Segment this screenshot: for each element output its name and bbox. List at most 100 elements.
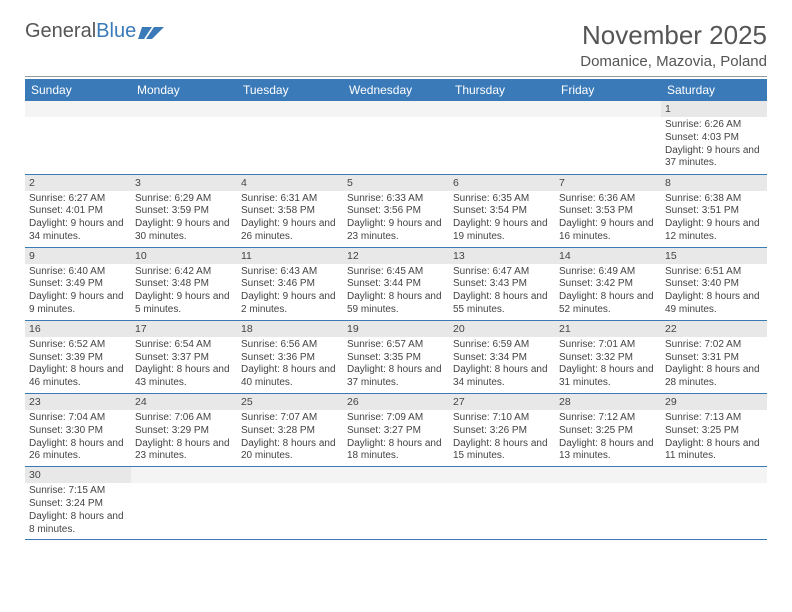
day-number: 16 — [25, 321, 131, 337]
calendar-day-cell: 22Sunrise: 7:02 AMSunset: 3:31 PMDayligh… — [661, 320, 767, 393]
calendar-row: 9Sunrise: 6:40 AMSunset: 3:49 PMDaylight… — [25, 247, 767, 320]
day-number: 21 — [555, 321, 661, 337]
day-number: 20 — [449, 321, 555, 337]
day-number: 15 — [661, 248, 767, 264]
day-number: 4 — [237, 175, 343, 191]
calendar-day-cell: 7Sunrise: 6:36 AMSunset: 3:53 PMDaylight… — [555, 174, 661, 247]
calendar-empty-cell — [237, 467, 343, 540]
day-body: Sunrise: 7:06 AMSunset: 3:29 PMDaylight:… — [131, 410, 237, 466]
calendar-day-cell: 19Sunrise: 6:57 AMSunset: 3:35 PMDayligh… — [343, 320, 449, 393]
calendar-empty-cell — [25, 101, 131, 174]
day-number: 19 — [343, 321, 449, 337]
day-body: Sunrise: 6:35 AMSunset: 3:54 PMDaylight:… — [449, 191, 555, 247]
day-number: 18 — [237, 321, 343, 337]
day-number: 14 — [555, 248, 661, 264]
title-block: November 2025 Domanice, Mazovia, Poland — [580, 20, 767, 70]
calendar-day-cell: 18Sunrise: 6:56 AMSunset: 3:36 PMDayligh… — [237, 320, 343, 393]
day-body: Sunrise: 6:54 AMSunset: 3:37 PMDaylight:… — [131, 337, 237, 393]
calendar-day-cell: 2Sunrise: 6:27 AMSunset: 4:01 PMDaylight… — [25, 174, 131, 247]
calendar-day-cell: 3Sunrise: 6:29 AMSunset: 3:59 PMDaylight… — [131, 174, 237, 247]
day-number: 24 — [131, 394, 237, 410]
calendar-empty-cell — [131, 467, 237, 540]
day-number: 5 — [343, 175, 449, 191]
calendar-day-cell: 16Sunrise: 6:52 AMSunset: 3:39 PMDayligh… — [25, 320, 131, 393]
day-number: 7 — [555, 175, 661, 191]
day-number: 1 — [661, 101, 767, 117]
daynum-empty — [131, 101, 237, 117]
day-body: Sunrise: 6:29 AMSunset: 3:59 PMDaylight:… — [131, 191, 237, 247]
calendar-day-cell: 8Sunrise: 6:38 AMSunset: 3:51 PMDaylight… — [661, 174, 767, 247]
calendar-day-cell: 30Sunrise: 7:15 AMSunset: 3:24 PMDayligh… — [25, 467, 131, 540]
day-body: Sunrise: 7:07 AMSunset: 3:28 PMDaylight:… — [237, 410, 343, 466]
month-title: November 2025 — [580, 20, 767, 51]
day-body: Sunrise: 6:43 AMSunset: 3:46 PMDaylight:… — [237, 264, 343, 320]
calendar-day-cell: 14Sunrise: 6:49 AMSunset: 3:42 PMDayligh… — [555, 247, 661, 320]
day-number: 30 — [25, 467, 131, 483]
day-body: Sunrise: 6:31 AMSunset: 3:58 PMDaylight:… — [237, 191, 343, 247]
day-number: 28 — [555, 394, 661, 410]
day-number: 9 — [25, 248, 131, 264]
day-body: Sunrise: 6:38 AMSunset: 3:51 PMDaylight:… — [661, 191, 767, 247]
day-body: Sunrise: 7:02 AMSunset: 3:31 PMDaylight:… — [661, 337, 767, 393]
calendar-empty-cell — [661, 467, 767, 540]
day-number: 6 — [449, 175, 555, 191]
calendar-empty-cell — [449, 467, 555, 540]
calendar-empty-cell — [131, 101, 237, 174]
day-body: Sunrise: 6:40 AMSunset: 3:49 PMDaylight:… — [25, 264, 131, 320]
calendar-empty-cell — [555, 101, 661, 174]
calendar-day-cell: 21Sunrise: 7:01 AMSunset: 3:32 PMDayligh… — [555, 320, 661, 393]
calendar-row: 30Sunrise: 7:15 AMSunset: 3:24 PMDayligh… — [25, 467, 767, 540]
calendar-day-cell: 4Sunrise: 6:31 AMSunset: 3:58 PMDaylight… — [237, 174, 343, 247]
day-body: Sunrise: 7:10 AMSunset: 3:26 PMDaylight:… — [449, 410, 555, 466]
day-body: Sunrise: 6:33 AMSunset: 3:56 PMDaylight:… — [343, 191, 449, 247]
calendar-row: 2Sunrise: 6:27 AMSunset: 4:01 PMDaylight… — [25, 174, 767, 247]
day-body: Sunrise: 6:42 AMSunset: 3:48 PMDaylight:… — [131, 264, 237, 320]
day-body: Sunrise: 7:04 AMSunset: 3:30 PMDaylight:… — [25, 410, 131, 466]
day-body: Sunrise: 7:12 AMSunset: 3:25 PMDaylight:… — [555, 410, 661, 466]
day-number: 12 — [343, 248, 449, 264]
daynum-empty — [661, 467, 767, 483]
calendar-row: 16Sunrise: 6:52 AMSunset: 3:39 PMDayligh… — [25, 320, 767, 393]
day-number: 17 — [131, 321, 237, 337]
calendar-day-cell: 1Sunrise: 6:26 AMSunset: 4:03 PMDaylight… — [661, 101, 767, 174]
day-body: Sunrise: 6:36 AMSunset: 3:53 PMDaylight:… — [555, 191, 661, 247]
weekday-header: Wednesday — [343, 79, 449, 101]
day-number: 8 — [661, 175, 767, 191]
calendar-day-cell: 9Sunrise: 6:40 AMSunset: 3:49 PMDaylight… — [25, 247, 131, 320]
weekday-header-row: SundayMondayTuesdayWednesdayThursdayFrid… — [25, 79, 767, 101]
daynum-empty — [343, 101, 449, 117]
calendar-day-cell: 17Sunrise: 6:54 AMSunset: 3:37 PMDayligh… — [131, 320, 237, 393]
calendar-day-cell: 15Sunrise: 6:51 AMSunset: 3:40 PMDayligh… — [661, 247, 767, 320]
day-body: Sunrise: 6:45 AMSunset: 3:44 PMDaylight:… — [343, 264, 449, 320]
day-body: Sunrise: 7:15 AMSunset: 3:24 PMDaylight:… — [25, 483, 131, 539]
calendar-day-cell: 23Sunrise: 7:04 AMSunset: 3:30 PMDayligh… — [25, 394, 131, 467]
day-number: 3 — [131, 175, 237, 191]
header: GeneralBlue November 2025 Domanice, Mazo… — [25, 20, 767, 77]
calendar-day-cell: 6Sunrise: 6:35 AMSunset: 3:54 PMDaylight… — [449, 174, 555, 247]
day-body: Sunrise: 6:59 AMSunset: 3:34 PMDaylight:… — [449, 337, 555, 393]
day-body: Sunrise: 6:47 AMSunset: 3:43 PMDaylight:… — [449, 264, 555, 320]
calendar-empty-cell — [449, 101, 555, 174]
day-body: Sunrise: 6:49 AMSunset: 3:42 PMDaylight:… — [555, 264, 661, 320]
day-body: Sunrise: 6:26 AMSunset: 4:03 PMDaylight:… — [661, 117, 767, 173]
day-number: 11 — [237, 248, 343, 264]
calendar-day-cell: 24Sunrise: 7:06 AMSunset: 3:29 PMDayligh… — [131, 394, 237, 467]
daynum-empty — [25, 101, 131, 117]
logo: GeneralBlue — [25, 20, 164, 43]
calendar-empty-cell — [237, 101, 343, 174]
calendar-row: 23Sunrise: 7:04 AMSunset: 3:30 PMDayligh… — [25, 394, 767, 467]
calendar-day-cell: 25Sunrise: 7:07 AMSunset: 3:28 PMDayligh… — [237, 394, 343, 467]
weekday-header: Saturday — [661, 79, 767, 101]
day-body: Sunrise: 6:57 AMSunset: 3:35 PMDaylight:… — [343, 337, 449, 393]
day-body: Sunrise: 6:51 AMSunset: 3:40 PMDaylight:… — [661, 264, 767, 320]
logo-flag-icon — [138, 25, 164, 41]
weekday-header: Monday — [131, 79, 237, 101]
day-number: 27 — [449, 394, 555, 410]
day-body: Sunrise: 7:13 AMSunset: 3:25 PMDaylight:… — [661, 410, 767, 466]
weekday-header: Thursday — [449, 79, 555, 101]
calendar-page: GeneralBlue November 2025 Domanice, Mazo… — [0, 0, 792, 560]
day-number: 25 — [237, 394, 343, 410]
day-body: Sunrise: 6:27 AMSunset: 4:01 PMDaylight:… — [25, 191, 131, 247]
logo-text-1: General — [25, 20, 96, 43]
calendar-empty-cell — [555, 467, 661, 540]
